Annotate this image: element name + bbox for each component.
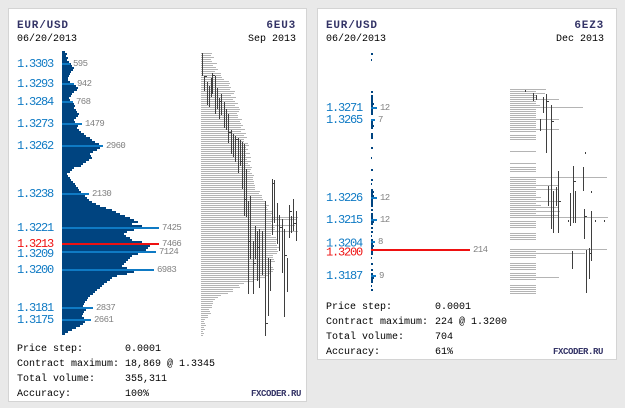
svg-text:61%: 61% <box>435 347 453 358</box>
svg-text:1479: 1479 <box>85 119 104 129</box>
svg-text:1.3204: 1.3204 <box>326 237 363 251</box>
svg-text:0.0001: 0.0001 <box>125 344 161 355</box>
svg-text:Price step:: Price step: <box>17 343 83 355</box>
svg-text:7124: 7124 <box>159 247 178 257</box>
svg-text:1.3284: 1.3284 <box>17 95 54 109</box>
svg-text:1.3273: 1.3273 <box>17 117 54 131</box>
svg-text:2661: 2661 <box>94 315 113 325</box>
svg-text:Contract maximum:: Contract maximum: <box>326 316 428 328</box>
svg-text:224 @ 1.3200: 224 @ 1.3200 <box>435 316 507 328</box>
svg-text:Dec 2013: Dec 2013 <box>556 34 604 45</box>
svg-text:100%: 100% <box>125 389 149 400</box>
svg-text:1.3226: 1.3226 <box>326 191 363 205</box>
svg-text:704: 704 <box>435 332 453 343</box>
svg-text:1.3175: 1.3175 <box>17 313 54 327</box>
svg-text:1.3303: 1.3303 <box>17 57 54 71</box>
svg-text:595: 595 <box>73 59 88 69</box>
svg-text:EUR/USD: EUR/USD <box>17 20 69 32</box>
svg-text:12: 12 <box>380 215 390 225</box>
svg-text:1.3209: 1.3209 <box>17 247 54 261</box>
svg-text:7466: 7466 <box>162 239 181 249</box>
svg-text:18,869 @ 1.3345: 18,869 @ 1.3345 <box>125 358 215 370</box>
svg-text:1.3293: 1.3293 <box>17 77 54 91</box>
svg-text:1.3221: 1.3221 <box>17 221 54 235</box>
svg-text:1.3200: 1.3200 <box>326 246 363 260</box>
svg-text:FXCODER.RU: FXCODER.RU <box>251 389 301 399</box>
svg-text:06/20/2013: 06/20/2013 <box>326 33 386 45</box>
svg-text:1.3200: 1.3200 <box>17 263 54 277</box>
svg-text:7425: 7425 <box>162 223 181 233</box>
svg-text:1.3215: 1.3215 <box>326 213 363 227</box>
svg-text:214: 214 <box>473 245 488 255</box>
svg-text:12: 12 <box>380 193 390 203</box>
svg-text:Contract maximum:: Contract maximum: <box>17 358 119 370</box>
svg-text:FXCODER.RU: FXCODER.RU <box>553 347 603 357</box>
svg-text:355,311: 355,311 <box>125 374 167 385</box>
svg-text:1.3181: 1.3181 <box>17 301 54 315</box>
svg-text:942: 942 <box>77 79 92 89</box>
svg-text:Sep 2013: Sep 2013 <box>248 34 296 45</box>
svg-text:Accuracy:: Accuracy: <box>326 347 380 358</box>
svg-text:7: 7 <box>378 115 383 125</box>
svg-text:1.3271: 1.3271 <box>326 101 363 115</box>
svg-text:2130: 2130 <box>92 189 111 199</box>
svg-text:768: 768 <box>76 97 91 107</box>
svg-text:6EZ3: 6EZ3 <box>574 20 604 32</box>
svg-text:0.0001: 0.0001 <box>435 302 471 313</box>
svg-text:6EU3: 6EU3 <box>266 20 296 32</box>
svg-text:12: 12 <box>380 103 390 113</box>
svg-text:06/20/2013: 06/20/2013 <box>17 33 77 45</box>
svg-text:6983: 6983 <box>157 265 176 275</box>
svg-text:1.3262: 1.3262 <box>17 139 54 153</box>
svg-text:8: 8 <box>378 237 383 247</box>
svg-text:9: 9 <box>379 271 384 281</box>
svg-text:Total volume:: Total volume: <box>17 373 95 385</box>
svg-text:2960: 2960 <box>106 141 125 151</box>
svg-text:EUR/USD: EUR/USD <box>326 20 378 32</box>
svg-text:1.3213: 1.3213 <box>17 237 54 251</box>
svg-text:1.3187: 1.3187 <box>326 269 363 283</box>
svg-text:1.3265: 1.3265 <box>326 113 363 127</box>
svg-text:Accuracy:: Accuracy: <box>17 389 71 400</box>
svg-text:Price step:: Price step: <box>326 301 392 313</box>
svg-text:2837: 2837 <box>96 303 115 313</box>
svg-text:Total volume:: Total volume: <box>326 331 404 343</box>
svg-text:1.3238: 1.3238 <box>17 187 54 201</box>
